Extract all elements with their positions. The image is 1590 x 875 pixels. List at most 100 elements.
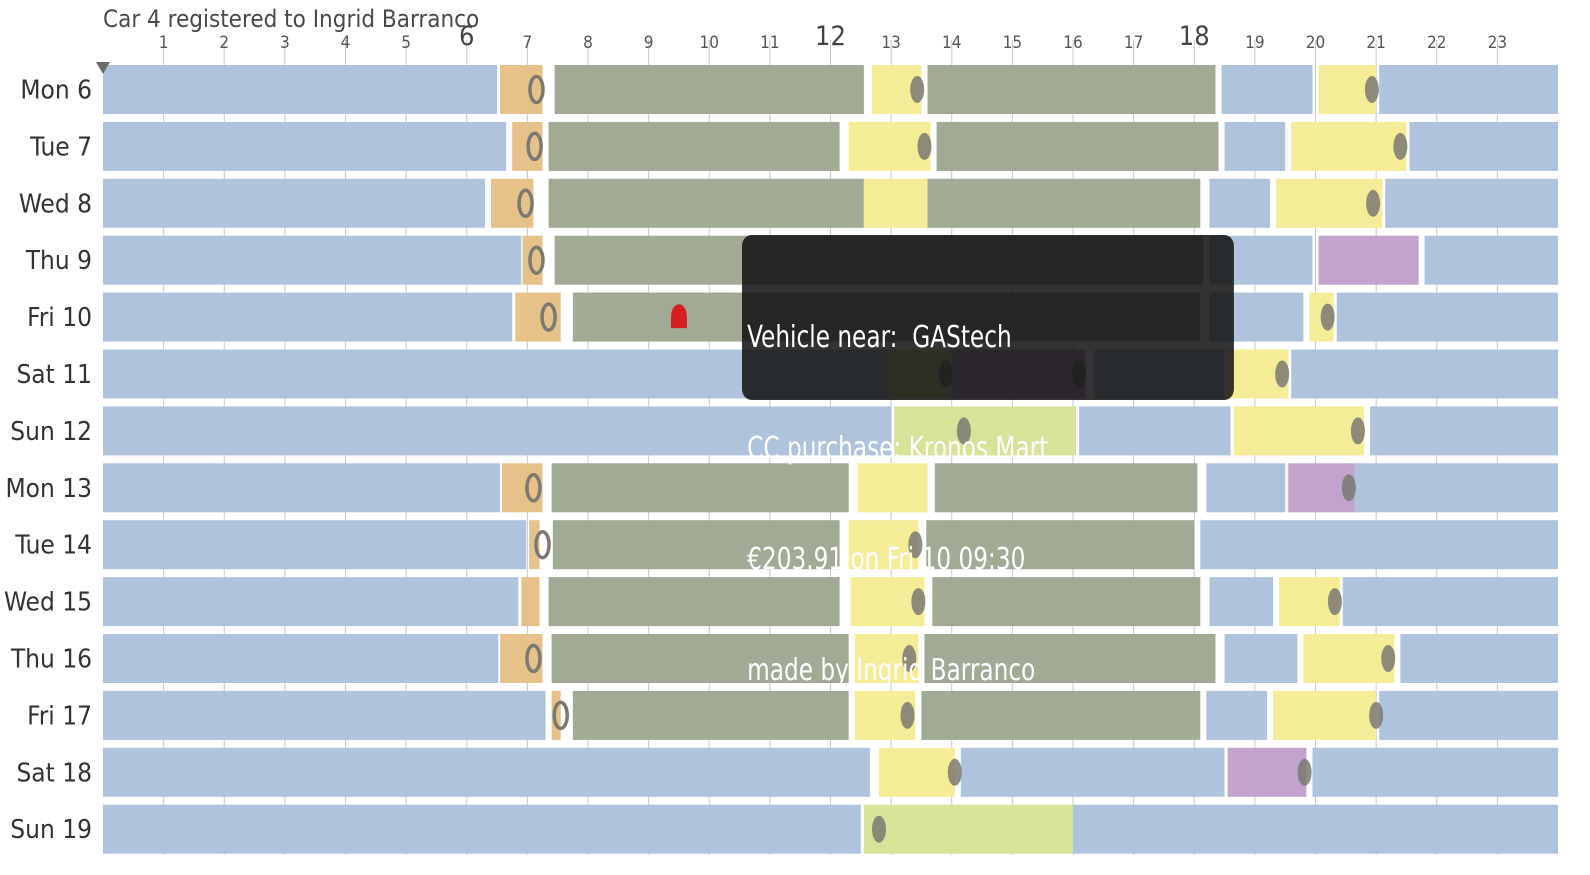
car-stop-ring-marker[interactable]	[525, 473, 542, 503]
timeline-segment[interactable]	[552, 520, 840, 570]
timeline-segment[interactable]	[1370, 406, 1558, 456]
timeline-segment[interactable]	[103, 577, 519, 627]
timeline-segment[interactable]	[1221, 65, 1313, 114]
timeline-segment[interactable]	[1336, 292, 1558, 342]
timeline-segment[interactable]	[103, 65, 498, 114]
timeline-segment[interactable]	[848, 121, 931, 171]
car-stop-marker[interactable]	[910, 76, 925, 103]
timeline-segment[interactable]	[548, 121, 840, 171]
timeline-segment[interactable]	[1209, 178, 1271, 228]
timeline-segment[interactable]	[926, 520, 1195, 570]
car-stop-marker[interactable]	[911, 588, 926, 616]
timeline-segment[interactable]	[1079, 406, 1231, 456]
timeline-segment[interactable]	[1224, 121, 1286, 171]
car-stop-marker[interactable]	[1350, 417, 1365, 445]
car-stop-ring-marker[interactable]	[534, 529, 551, 560]
timeline-segment[interactable]	[894, 406, 1077, 456]
car-stop-ring-marker[interactable]	[552, 700, 569, 731]
timeline-segment[interactable]	[932, 577, 1201, 627]
timeline-segment[interactable]	[927, 65, 1216, 114]
timeline-segment[interactable]	[572, 690, 849, 740]
timeline-segment[interactable]	[879, 747, 955, 797]
timeline-segment[interactable]	[1385, 178, 1558, 228]
timeline-segment[interactable]	[491, 178, 534, 228]
car-stop-ring-marker[interactable]	[540, 302, 557, 332]
time-cursor-icon[interactable]	[96, 62, 110, 74]
timeline-segment[interactable]	[1276, 178, 1383, 228]
timeline-segment[interactable]	[857, 463, 928, 513]
timeline-segment[interactable]	[1227, 747, 1307, 797]
timeline-segment[interactable]	[551, 690, 561, 740]
timeline-segment[interactable]	[548, 178, 864, 228]
timeline-segment[interactable]	[1291, 121, 1407, 171]
car-stop-marker[interactable]	[872, 815, 886, 843]
timeline-segment[interactable]	[960, 747, 1225, 797]
timeline-segment[interactable]	[1206, 690, 1267, 740]
car-stop-ring-marker[interactable]	[528, 74, 545, 105]
timeline-segment[interactable]	[103, 178, 485, 228]
timeline-segment[interactable]	[548, 577, 840, 627]
car-stop-marker[interactable]	[1393, 132, 1408, 160]
car-stop-marker[interactable]	[1366, 189, 1381, 217]
timeline-segment[interactable]	[921, 690, 1201, 740]
car-stop-marker[interactable]	[908, 531, 923, 559]
timeline-segment[interactable]	[1209, 577, 1274, 627]
car-stop-marker[interactable]	[1275, 360, 1290, 388]
timeline-segment[interactable]	[924, 634, 1216, 683]
car-stop-marker[interactable]	[902, 645, 917, 672]
timeline-segment[interactable]	[103, 634, 499, 683]
car-stop-marker[interactable]	[917, 132, 932, 160]
timeline-segment[interactable]	[522, 235, 543, 285]
timeline-segment[interactable]	[554, 65, 864, 114]
timeline-segment[interactable]	[927, 178, 1201, 228]
timeline-segment[interactable]	[1273, 690, 1377, 740]
timeline-segment[interactable]	[103, 804, 861, 854]
timeline-segment[interactable]	[103, 463, 501, 513]
timeline-segment[interactable]	[1233, 406, 1364, 456]
timeline-segment[interactable]	[1303, 634, 1395, 683]
timeline-segment[interactable]	[863, 804, 1073, 854]
timeline-segment[interactable]	[103, 292, 513, 342]
car-stop-ring-marker[interactable]	[526, 131, 543, 162]
car-stop-marker[interactable]	[900, 701, 915, 729]
car-stop-ring-marker[interactable]	[525, 643, 542, 674]
car-stop-ring-marker[interactable]	[528, 245, 545, 275]
car-stop-marker[interactable]	[947, 758, 962, 786]
timeline-segment[interactable]	[103, 406, 892, 456]
timeline-segment[interactable]	[500, 634, 543, 683]
car-stop-marker[interactable]	[1327, 588, 1342, 616]
timeline-segment[interactable]	[551, 634, 849, 683]
timeline-segment[interactable]	[1073, 804, 1558, 854]
timeline-segment[interactable]	[1409, 121, 1558, 171]
car-stop-marker[interactable]	[1381, 645, 1396, 672]
timeline-segment[interactable]	[934, 463, 1198, 513]
timeline-segment[interactable]	[1379, 690, 1558, 740]
timeline-segment[interactable]	[521, 577, 540, 627]
timeline-segment[interactable]	[501, 463, 543, 513]
timeline-segment[interactable]	[515, 292, 561, 342]
purchase-marker-icon[interactable]	[670, 304, 687, 329]
car-stop-marker[interactable]	[1341, 474, 1356, 502]
timeline-segment[interactable]	[103, 690, 546, 740]
timeline-segment[interactable]	[551, 463, 849, 513]
timeline-segment[interactable]	[1318, 235, 1419, 285]
timeline-segment[interactable]	[500, 65, 543, 114]
timeline-segment[interactable]	[103, 520, 527, 570]
timeline-segment[interactable]	[103, 235, 522, 285]
timeline-segment[interactable]	[1400, 634, 1558, 683]
timeline-segment[interactable]	[1424, 235, 1558, 285]
car-stop-marker[interactable]	[1320, 303, 1335, 331]
timeline-segment[interactable]	[936, 121, 1219, 171]
timeline-segment[interactable]	[1342, 577, 1558, 627]
timeline-segment[interactable]	[1206, 463, 1286, 513]
car-stop-marker[interactable]	[956, 417, 971, 445]
car-stop-marker[interactable]	[1364, 76, 1379, 103]
timeline-segment[interactable]	[1379, 65, 1558, 114]
car-stop-ring-marker[interactable]	[517, 188, 534, 219]
timeline-segment[interactable]	[1200, 520, 1558, 570]
timeline-segment[interactable]	[848, 520, 919, 570]
timeline-segment[interactable]	[863, 178, 928, 228]
timeline-segment[interactable]	[103, 747, 870, 797]
car-stop-marker[interactable]	[1369, 701, 1384, 729]
timeline-segment[interactable]	[1291, 349, 1558, 399]
